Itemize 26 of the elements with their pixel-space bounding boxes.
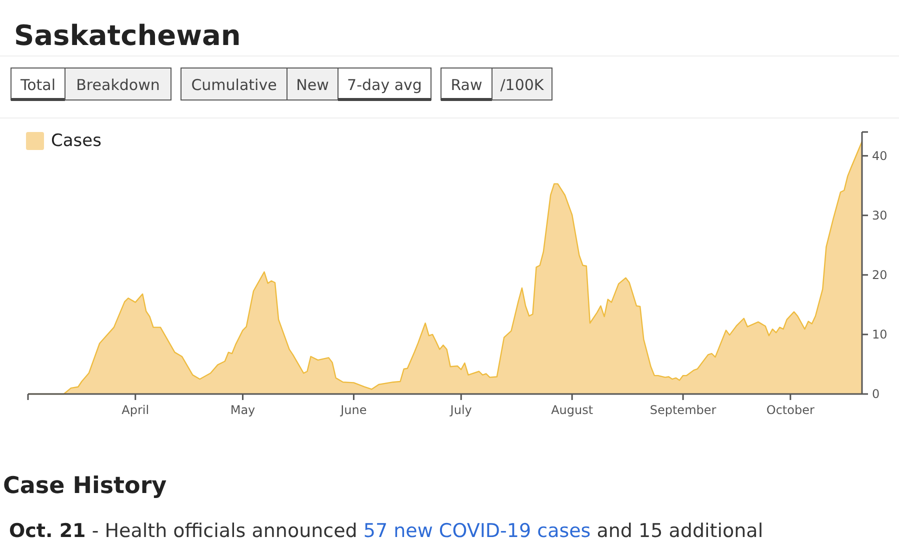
chart-title: Saskatchewan bbox=[14, 19, 241, 52]
text: Total bbox=[19, 76, 56, 94]
y-tick-label: 40 bbox=[872, 148, 888, 163]
x-tick-label: August bbox=[551, 403, 594, 417]
x-tick-label: July bbox=[449, 403, 472, 417]
text: 57 new COVID-19 cases bbox=[363, 520, 591, 542]
text: 7-day avg bbox=[347, 76, 422, 94]
text: Breakdown bbox=[76, 76, 160, 94]
text: /100K bbox=[500, 76, 545, 94]
x-tick-label: September bbox=[650, 403, 716, 417]
y-tick-label: 20 bbox=[872, 268, 888, 282]
x-tick-label: June bbox=[340, 403, 367, 417]
text: Raw bbox=[450, 76, 482, 94]
x-tick-label: April bbox=[122, 403, 150, 417]
text: Oct. 21 bbox=[9, 520, 86, 542]
legend-label: Cases bbox=[51, 131, 102, 151]
text: - Health officials announced bbox=[86, 520, 364, 542]
x-tick-label: May bbox=[230, 403, 256, 417]
y-tick-label: 10 bbox=[872, 327, 888, 342]
y-tick-label: 0 bbox=[872, 387, 880, 401]
text: Case History bbox=[3, 473, 167, 499]
text: and 15 additional bbox=[590, 520, 764, 542]
x-tick-label: October bbox=[766, 403, 814, 417]
text: Cumulative bbox=[191, 76, 277, 94]
y-tick-label: 30 bbox=[872, 208, 888, 222]
text: New bbox=[296, 76, 329, 94]
